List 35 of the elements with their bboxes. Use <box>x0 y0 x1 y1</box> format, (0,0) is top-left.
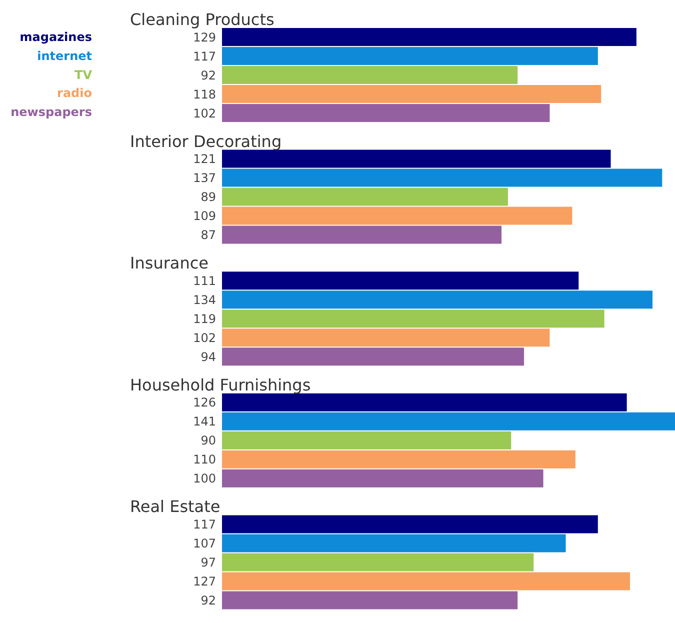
data-label: 100 <box>193 472 216 486</box>
text: internet <box>37 48 92 65</box>
data-label: 129 <box>193 30 216 44</box>
y-tick-label: Insurance <box>130 254 208 273</box>
data-label: 87 <box>200 228 216 242</box>
data-label: 110 <box>193 452 216 467</box>
data-label: 119 <box>193 312 216 326</box>
data-label: 102 <box>193 106 216 120</box>
text: TV <box>74 66 92 84</box>
data-label: 102 <box>193 330 216 345</box>
data-label: 117 <box>193 49 216 64</box>
data-label: 118 <box>193 87 216 102</box>
data-label: 117 <box>193 517 216 532</box>
text: magazines <box>20 29 92 46</box>
y-tick-label: Real Estate <box>130 497 220 516</box>
data-label: 137 <box>193 171 216 186</box>
text: newspapers <box>10 104 92 122</box>
data-label: 134 <box>193 292 216 307</box>
text: radio <box>57 85 92 102</box>
data-label: 89 <box>200 190 216 204</box>
data-label: 121 <box>193 152 216 166</box>
data-label: 90 <box>200 434 216 448</box>
data-label: 94 <box>200 350 216 364</box>
y-tick-label: Interior Decorating <box>130 132 282 151</box>
data-label: 97 <box>200 555 216 570</box>
y-tick-label: Cleaning Products <box>130 10 274 29</box>
data-label: 141 <box>193 414 216 429</box>
data-label: 107 <box>193 536 216 550</box>
data-label: 109 <box>193 209 216 224</box>
data-label: 127 <box>193 574 216 588</box>
y-tick-label: Household Furnishings <box>130 375 311 394</box>
data-label: 126 <box>193 396 216 410</box>
data-label: 111 <box>193 274 216 288</box>
data-label: 92 <box>200 68 216 82</box>
data-label: 92 <box>200 593 216 608</box>
